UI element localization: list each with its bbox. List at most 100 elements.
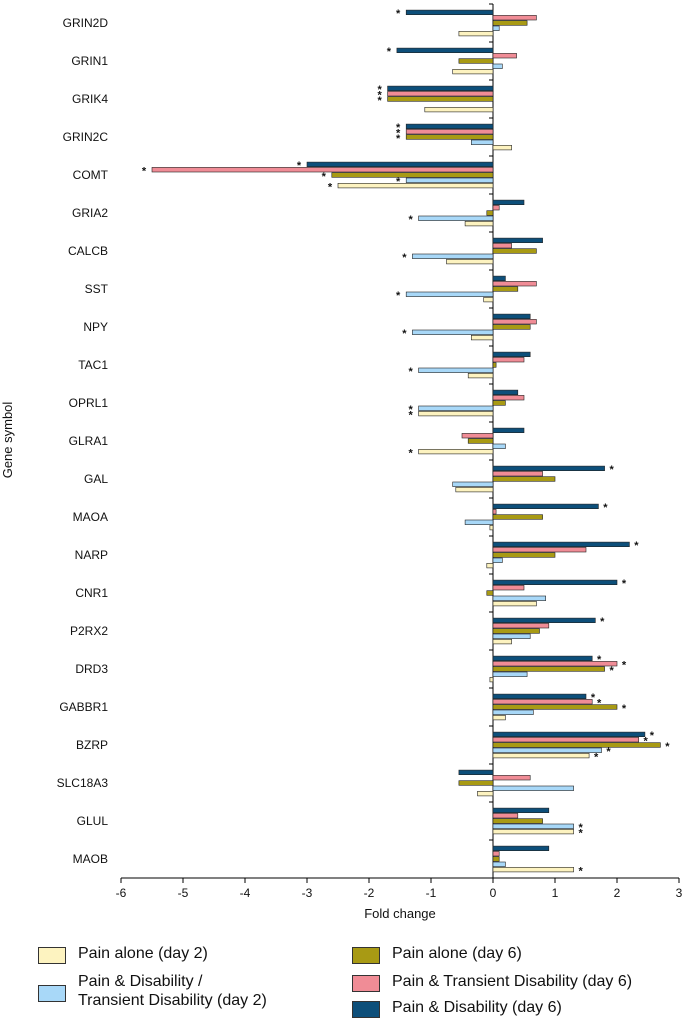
bar-narp-s3 [492, 557, 503, 563]
sig-marker-glul-s3: * [578, 822, 583, 834]
bar-gria2-s2 [486, 210, 494, 216]
legend-item-pain-disability-day6: Pain & Disability (day 6) [352, 998, 562, 1018]
category-label-bzrp: BZRP [76, 738, 108, 752]
bar-sst-s4 [483, 296, 494, 303]
bar-slc18a3-s4 [477, 790, 494, 797]
category-label-p2rx2: P2RX2 [70, 624, 108, 638]
bar-oprl1-s0 [492, 389, 519, 396]
bar-grin2d-s1 [492, 15, 537, 21]
bar-gabbr1-s4 [492, 714, 506, 721]
bar-glra1-s1 [461, 433, 494, 439]
bar-comt-s0 [306, 161, 494, 168]
bar-npy-s1 [492, 319, 537, 325]
bar-cnr1-s3 [492, 595, 547, 601]
sig-marker-oprl1-s4: * [408, 409, 413, 421]
bar-bzrp-s1 [492, 737, 639, 743]
sig-marker-bzrp-s2: * [665, 741, 670, 753]
category-label-grin2d: GRIN2D [63, 16, 109, 30]
category-label-slc18a3: SLC18A3 [57, 776, 109, 790]
bar-gal-s2 [492, 476, 556, 482]
bar-glra1-s2 [467, 438, 494, 444]
bar-oprl1-s1 [492, 395, 525, 401]
sig-marker-gabbr1-s1: * [597, 698, 602, 710]
bar-narp-s1 [492, 547, 587, 553]
legend-swatch-pain-transient-day6 [352, 975, 380, 992]
bar-narp-s0 [492, 541, 630, 547]
bar-comt-s2 [331, 172, 494, 178]
bar-gal-s1 [492, 471, 543, 477]
legend: Pain alone (day 2) Pain & Disability / T… [0, 935, 687, 1020]
bar-maoa-s1 [492, 509, 497, 515]
bar-gria2-s4 [464, 221, 494, 227]
sig-marker-sst-s3: * [396, 290, 401, 302]
bar-grik4-s2 [387, 96, 494, 102]
sig-marker-comt-s2: * [322, 171, 327, 183]
category-label-gal: GAL [84, 472, 108, 486]
x-tick-label--2: -2 [364, 886, 375, 900]
sig-marker-grin2c-s1: * [396, 128, 401, 140]
bar-p2rx2-s0 [492, 617, 596, 623]
sig-marker-gria2-s3: * [408, 214, 413, 226]
legend-swatch-pain-alone-day2 [38, 947, 66, 964]
bar-maoa-s0 [492, 503, 599, 510]
bar-maob-s0 [492, 845, 550, 851]
sig-marker-cnr1-s0: * [622, 578, 627, 590]
bar-glul-s4 [492, 828, 574, 835]
bar-calcb-s3 [412, 253, 494, 259]
legend-item-pain-alone-day2: Pain alone (day 2) [38, 944, 208, 964]
bar-slc18a3-s2 [458, 780, 494, 786]
sig-marker-drd3-s0: * [597, 654, 602, 666]
bar-oprl1-s2 [492, 400, 506, 406]
x-tick-label-3: 3 [676, 886, 683, 900]
sig-marker-bzrp-s1: * [644, 736, 649, 748]
bar-bzrp-s0 [492, 731, 646, 737]
y-axis-label: Gene symbol [0, 402, 15, 479]
bar-cnr1-s1 [492, 585, 525, 591]
bar-grin2c-s4 [492, 145, 512, 151]
sig-marker-maoa-s0: * [603, 502, 608, 514]
bar-grin2c-s1 [405, 129, 494, 135]
plot-area: -6 -5 -4 -3 -2 -1 0 1 2 3GRIN2D*GRIN1*GRIK4***GRI… [57, 3, 683, 900]
sig-marker-oprl1-s3: * [408, 404, 413, 416]
category-label-drd3: DRD3 [75, 662, 108, 676]
sig-marker-narp-s0: * [634, 540, 639, 552]
x-tick-label--6: -6 [116, 886, 127, 900]
category-label-glul: GLUL [77, 814, 109, 828]
bar-comt-s3 [405, 177, 494, 183]
bar-maob-s3 [492, 861, 506, 867]
category-label-calcb: CALCB [68, 244, 108, 258]
x-tick-label--4: -4 [240, 886, 251, 900]
bar-grin2c-s3 [470, 139, 494, 145]
bar-cnr1-s4 [492, 600, 537, 607]
legend-label-pain-alone-day6: Pain alone (day 6) [392, 945, 522, 962]
legend-swatch-pain-alone-day6 [352, 947, 380, 964]
sig-marker-bzrp-s4: * [594, 751, 599, 763]
bar-gal-s4 [455, 486, 494, 493]
sig-marker-grin2c-s2: * [396, 133, 401, 145]
legend-item-pain-transient-day6: Pain & Transient Disability (day 6) [352, 972, 632, 992]
bar-grin1-s3 [492, 63, 503, 69]
legend-item-pain-alone-day6: Pain alone (day 6) [352, 944, 522, 964]
bar-gabbr1-s3 [492, 709, 534, 715]
bar-gria2-s0 [492, 199, 525, 206]
bar-glra1-s0 [492, 427, 525, 434]
bar-calcb-s1 [492, 243, 512, 249]
sig-marker-tac1-s3: * [408, 366, 413, 378]
bar-glul-s1 [492, 813, 519, 819]
x-tick-label--5: -5 [178, 886, 189, 900]
bar-tac1-s3 [418, 367, 494, 373]
sig-marker-bzrp-s0: * [650, 730, 655, 742]
bar-gal-s0 [492, 465, 605, 472]
bar-glra1-s4 [418, 448, 494, 455]
bar-tac1-s1 [492, 357, 525, 363]
bar-drd3-s4 [489, 676, 494, 683]
bar-slc18a3-s1 [492, 775, 531, 781]
category-label-gria2: GRIA2 [72, 206, 108, 220]
sig-marker-grin1-s0: * [387, 46, 392, 58]
sig-marker-gal-s0: * [609, 464, 614, 476]
bar-p2rx2-s2 [492, 628, 540, 634]
sig-marker-grik4-s2: * [377, 95, 382, 107]
sig-marker-grik4-s0: * [377, 84, 382, 96]
bar-grin2c-s2 [405, 134, 494, 140]
legend-label-pain-transient-day6: Pain & Transient Disability (day 6) [392, 973, 633, 990]
